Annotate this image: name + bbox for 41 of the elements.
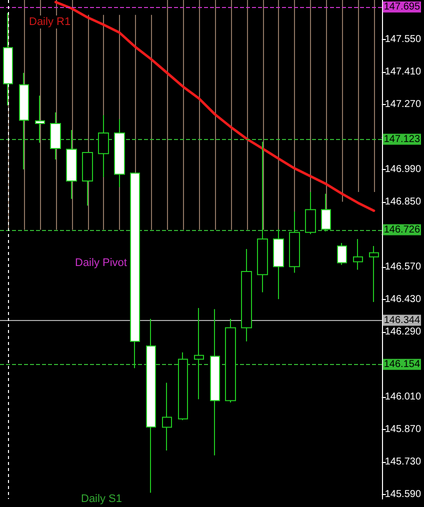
line-series — [54, 0, 376, 212]
y-tick-label: 146.430 — [384, 294, 422, 305]
y-tick-label: 145.590 — [384, 488, 422, 500]
candlestick — [194, 307, 204, 400]
ref-line-label: 146.726 — [384, 224, 420, 236]
candlestick — [82, 152, 93, 206]
ref-line-label: 146.154 — [384, 358, 420, 370]
candlestick — [225, 318, 236, 403]
ref-line-label: 147.123 — [384, 134, 420, 145]
candlestick — [289, 211, 300, 274]
y-tick-label: 145.730 — [384, 456, 422, 468]
candlestick — [146, 318, 156, 494]
ref-line-label: 147.695 — [384, 1, 420, 12]
candlestick — [50, 112, 61, 160]
ref-line-label: 146.344 — [384, 314, 420, 326]
candlestick — [337, 242, 347, 266]
candlestick — [114, 118, 125, 188]
annotation: Daily S1 — [81, 493, 122, 505]
annotation: Daily R1 — [29, 16, 71, 28]
y-tick-label: 146.290 — [384, 326, 422, 338]
candlestick — [98, 114, 109, 178]
y-tick-label: 146.570 — [384, 261, 422, 272]
y-tick-label: 146.990 — [384, 164, 422, 175]
candlestick — [66, 129, 77, 200]
y-tick-label: 145.870 — [384, 424, 422, 435]
candlestick — [305, 191, 316, 235]
candlestick — [178, 352, 188, 421]
y-tick-label: 147.270 — [384, 98, 422, 110]
candlestick — [241, 248, 252, 342]
annotation: Daily Pivot — [75, 257, 127, 269]
y-tick-label: 147.550 — [384, 34, 422, 45]
candlestick — [273, 228, 284, 300]
candlestick — [210, 308, 220, 456]
candlestick — [369, 246, 379, 302]
candlestick — [162, 382, 172, 451]
candlestick — [353, 238, 363, 270]
candlestick — [35, 95, 45, 144]
y-tick-label: 147.410 — [384, 66, 422, 78]
y-tick-label: 146.010 — [384, 391, 422, 402]
candlestick — [321, 193, 331, 232]
y-tick-label: 146.850 — [384, 196, 422, 208]
